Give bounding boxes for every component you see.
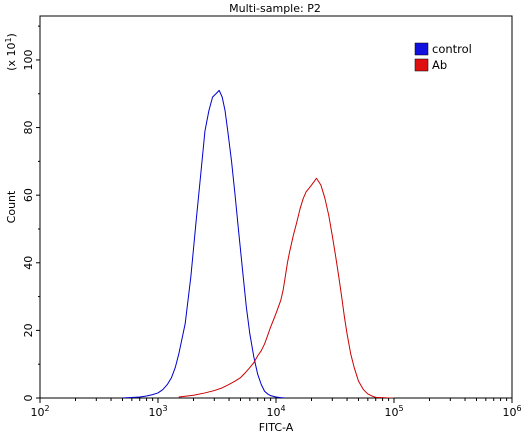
y-axis-ticks: 0 20 40 60 80 100: [22, 25, 40, 402]
series-layer: [122, 89, 394, 398]
y-axis-multiplier: (x 101): [4, 33, 18, 71]
y-tick-label: 40: [22, 256, 35, 270]
y-tick-label: 100: [22, 49, 35, 70]
chart-title: Multi-sample: P2: [229, 2, 321, 15]
series-line-control: [122, 89, 286, 398]
x-axis-title: FITC-A: [259, 421, 294, 434]
legend-swatch-ab: [414, 58, 429, 72]
y-tick-label: 20: [22, 323, 35, 337]
y-axis-title: Count: [5, 190, 18, 223]
legend-swatch-control: [414, 42, 429, 56]
x-tick-label: 105: [384, 404, 403, 419]
x-axis-ticks: 102 103 104 105 106: [30, 398, 522, 419]
y-tick-label: 60: [22, 188, 35, 202]
x-tick-label: 103: [148, 404, 167, 419]
legend: control Ab: [414, 42, 472, 72]
legend-label-ab: Ab: [432, 58, 447, 72]
y-tick-label: 80: [22, 121, 35, 135]
series-line-ab: [178, 177, 394, 398]
y-tick-label: 0: [22, 395, 35, 402]
legend-label-control: control: [432, 42, 472, 56]
x-tick-label: 102: [30, 404, 49, 419]
x-tick-label: 106: [502, 404, 521, 419]
svg-text:(x 101): (x 101): [4, 33, 18, 71]
x-tick-label: 104: [266, 404, 285, 419]
plot-frame: [39, 15, 513, 399]
